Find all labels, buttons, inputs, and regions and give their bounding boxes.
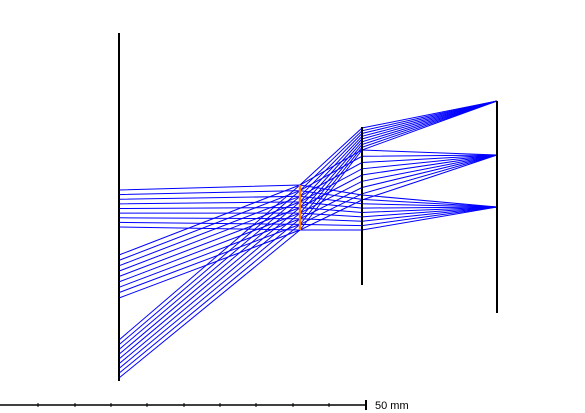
scale-bar: 50 mm	[0, 400, 409, 412]
ray-field-middle	[118, 154, 498, 272]
ray-bundles	[118, 100, 498, 379]
ray-field-middle	[118, 154, 498, 283]
ray-field-bottom	[118, 206, 498, 369]
ray-field-middle	[118, 154, 498, 299]
ray-field-bottom	[118, 190, 498, 346]
ray-field-bottom	[118, 184, 498, 341]
ray-field-top	[118, 100, 498, 191]
ray-field-bottom	[118, 206, 498, 374]
ray-field-top	[118, 100, 498, 200]
ray-field-middle	[118, 154, 498, 277]
ray-field-middle	[118, 154, 498, 288]
ray-field-top	[118, 100, 498, 196]
scale-bar-label: 50 mm	[375, 400, 409, 412]
ray-field-top	[118, 100, 498, 220]
ray-field-middle	[118, 154, 498, 261]
ray-field-bottom	[118, 201, 498, 355]
ray-field-bottom	[118, 206, 498, 360]
ray-field-top	[118, 100, 498, 205]
ray-field-top	[119, 100, 498, 214]
ray-field-middle	[118, 154, 498, 294]
ray-field-bottom	[118, 195, 498, 350]
ray-field-bottom	[118, 206, 498, 365]
ray-field-middle	[118, 149, 498, 256]
ray-field-middle	[118, 154, 498, 267]
ray-field-bottom	[118, 206, 498, 379]
